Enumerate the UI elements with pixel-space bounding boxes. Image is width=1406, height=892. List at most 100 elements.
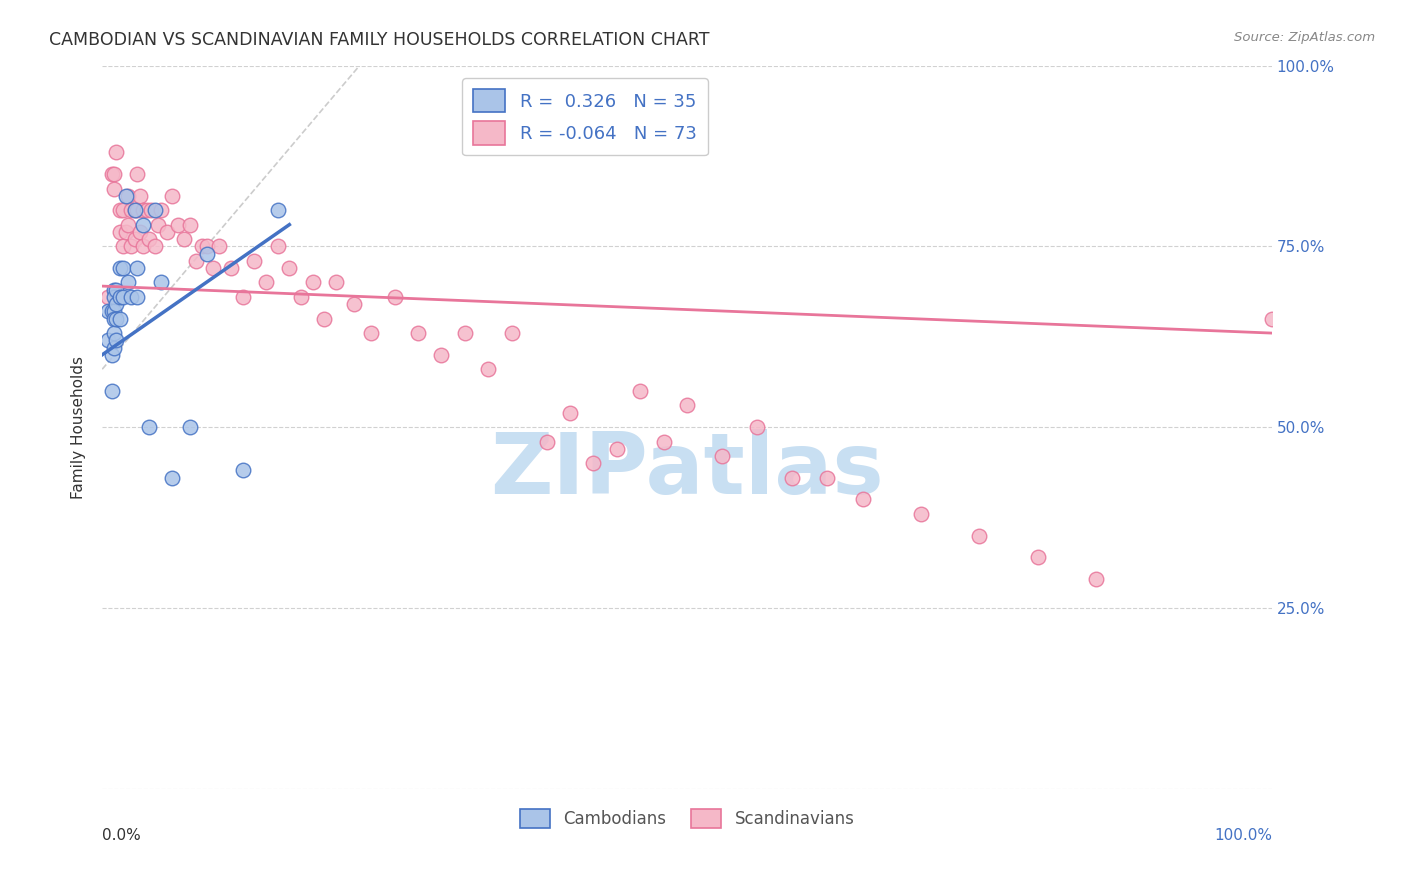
Point — [97, 304, 120, 318]
Point — [167, 218, 190, 232]
Point — [97, 334, 120, 348]
Point — [278, 260, 301, 275]
Point — [114, 225, 136, 239]
Point — [162, 188, 184, 202]
Point — [117, 188, 139, 202]
Point — [103, 304, 125, 318]
Point — [128, 225, 150, 239]
Point — [108, 203, 131, 218]
Point — [266, 239, 288, 253]
Point — [108, 225, 131, 239]
Point — [343, 297, 366, 311]
Point — [558, 406, 581, 420]
Point — [197, 239, 219, 253]
Point — [162, 471, 184, 485]
Point — [179, 420, 201, 434]
Text: ZIPatlas: ZIPatlas — [491, 429, 884, 512]
Point — [141, 203, 163, 218]
Text: Source: ZipAtlas.com: Source: ZipAtlas.com — [1234, 31, 1375, 45]
Point — [105, 283, 128, 297]
Point — [232, 290, 254, 304]
Point — [477, 362, 499, 376]
Point — [202, 260, 225, 275]
Point — [266, 203, 288, 218]
Point — [290, 290, 312, 304]
Point — [132, 239, 155, 253]
Legend: Cambodians, Scandinavians: Cambodians, Scandinavians — [513, 802, 860, 834]
Point — [112, 239, 135, 253]
Point — [969, 528, 991, 542]
Point — [815, 471, 838, 485]
Point — [301, 276, 323, 290]
Point — [747, 420, 769, 434]
Point — [406, 326, 429, 340]
Point — [606, 442, 628, 456]
Point — [114, 188, 136, 202]
Point — [232, 463, 254, 477]
Point — [120, 290, 142, 304]
Point — [117, 218, 139, 232]
Point — [179, 218, 201, 232]
Point — [100, 304, 122, 318]
Point — [112, 290, 135, 304]
Point — [103, 167, 125, 181]
Point — [652, 434, 675, 449]
Point — [132, 203, 155, 218]
Point — [112, 260, 135, 275]
Point — [117, 276, 139, 290]
Point — [103, 311, 125, 326]
Point — [124, 232, 146, 246]
Point — [1085, 572, 1108, 586]
Point — [100, 348, 122, 362]
Point — [105, 297, 128, 311]
Point — [314, 311, 336, 326]
Point — [103, 181, 125, 195]
Text: 0.0%: 0.0% — [103, 829, 141, 843]
Point — [190, 239, 212, 253]
Point — [536, 434, 558, 449]
Point — [97, 290, 120, 304]
Point — [112, 203, 135, 218]
Point — [127, 290, 149, 304]
Point — [501, 326, 523, 340]
Point — [108, 260, 131, 275]
Point — [124, 203, 146, 218]
Point — [148, 218, 170, 232]
Point — [430, 348, 453, 362]
Text: CAMBODIAN VS SCANDINAVIAN FAMILY HOUSEHOLDS CORRELATION CHART: CAMBODIAN VS SCANDINAVIAN FAMILY HOUSEHO… — [49, 31, 710, 49]
Point — [1261, 311, 1284, 326]
Point — [143, 203, 166, 218]
Y-axis label: Family Households: Family Households — [72, 356, 86, 499]
Point — [1026, 550, 1049, 565]
Point — [124, 203, 146, 218]
Point — [360, 326, 382, 340]
Point — [143, 239, 166, 253]
Point — [127, 260, 149, 275]
Point — [325, 276, 347, 290]
Point — [149, 276, 172, 290]
Point — [103, 283, 125, 297]
Point — [103, 290, 125, 304]
Point — [254, 276, 277, 290]
Point — [105, 311, 128, 326]
Point — [100, 167, 122, 181]
Point — [100, 384, 122, 398]
Point — [138, 232, 160, 246]
Point — [582, 456, 605, 470]
Point — [910, 507, 932, 521]
Point — [108, 290, 131, 304]
Point — [127, 167, 149, 181]
Point — [132, 218, 155, 232]
Point — [120, 203, 142, 218]
Point — [782, 471, 804, 485]
Point — [384, 290, 406, 304]
Point — [127, 203, 149, 218]
Point — [711, 449, 734, 463]
Point — [851, 492, 873, 507]
Point — [105, 145, 128, 160]
Point — [173, 232, 195, 246]
Point — [184, 253, 207, 268]
Point — [138, 420, 160, 434]
Point — [219, 260, 242, 275]
Point — [103, 341, 125, 355]
